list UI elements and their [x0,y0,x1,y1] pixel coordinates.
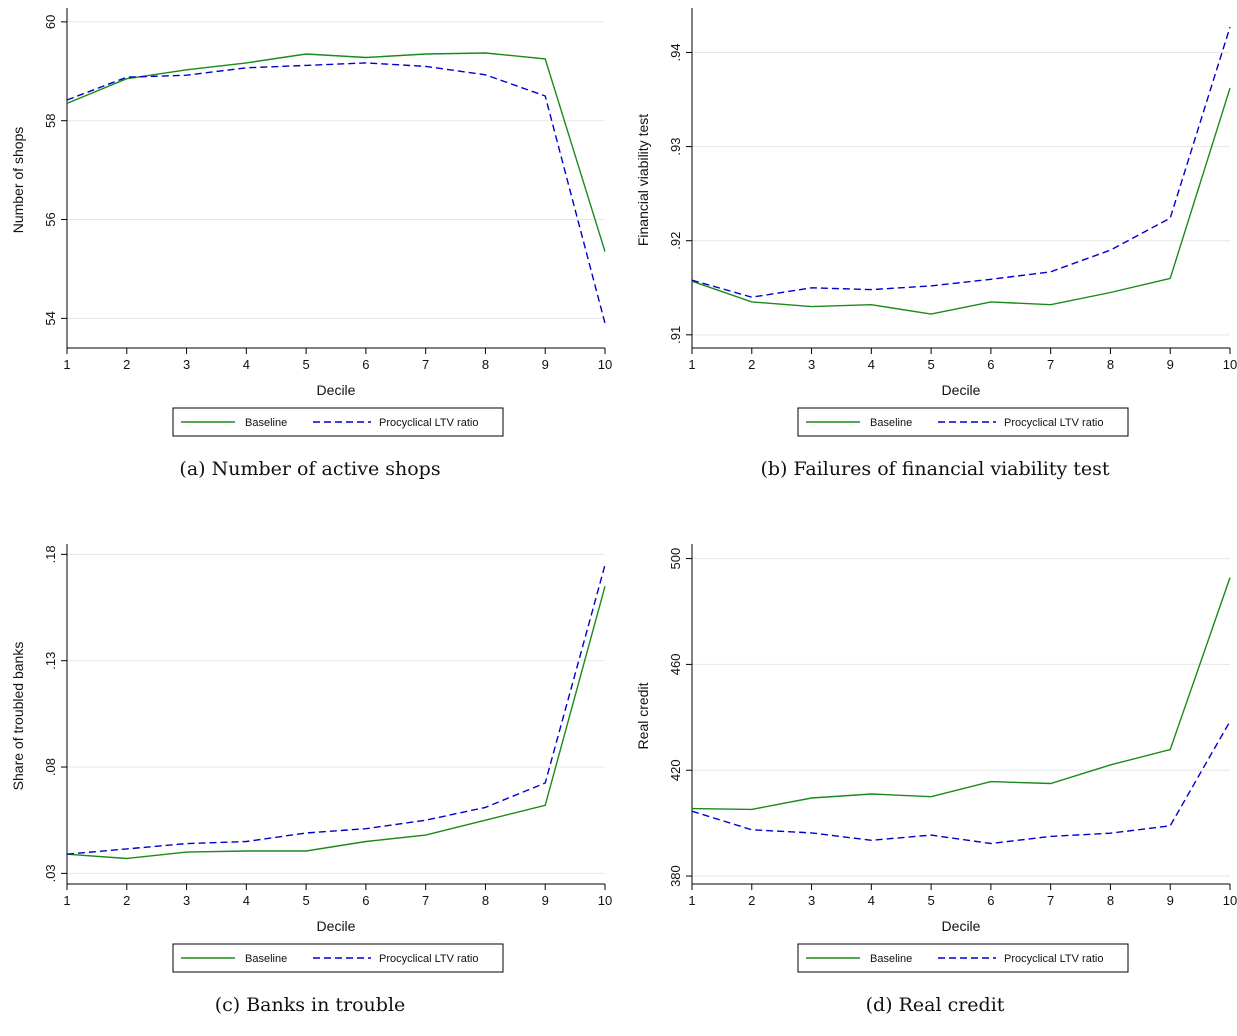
y-tick-label: 380 [668,865,683,887]
x-tick-label: 2 [123,893,130,908]
x-tick-label: 7 [1047,893,1054,908]
x-tick-label: 9 [542,357,549,372]
x-tick-label: 4 [868,893,875,908]
legend: Baseline Procyclical LTV ratio [172,943,504,973]
panel-banks-in-trouble: .03 .08 .13 .18 1 2 3 4 5 6 7 8 9 10 Decile Share of tr… [5,536,615,1036]
y-tick-label: 60 [43,15,58,29]
x-tick-label: 6 [362,893,369,908]
x-tick-label: 8 [482,357,489,372]
series-line-procyclical-ltv [66,564,606,855]
legend-label-procyclical-ltv: Procyclical LTV ratio [1004,417,1103,429]
x-axis-title: Decile [942,918,981,934]
y-axis-title: Share of troubled banks [10,642,26,791]
x-tick-label: 6 [987,357,994,372]
chart-financial-viability-failures: .91 .92 .93 .94 1 2 3 4 5 6 7 8 9 10 Decile Financial v… [635,8,1237,437]
legend-label-procyclical-ltv: Procyclical LTV ratio [1004,953,1103,965]
x-tick-label: 4 [243,893,250,908]
y-tick-label: 58 [43,113,58,127]
series-line-baseline [691,87,1231,315]
y-tick-label: 500 [668,548,683,570]
caption-b: (b) Failures of financial viability test [760,458,1110,480]
x-tick-label: 5 [302,357,309,372]
x-tick-label: 2 [748,893,755,908]
y-tick-label: .08 [43,758,58,776]
x-tick-label: 1 [688,893,695,908]
x-tick-label: 7 [422,893,429,908]
caption-a: (a) Number of active shops [179,458,441,480]
x-tick-label: 7 [422,357,429,372]
x-tick-label: 7 [1047,357,1054,372]
y-axis-title: Financial viability test [635,114,651,246]
series-line-procyclical-ltv [691,26,1231,298]
y-tick-label: .93 [668,138,683,156]
x-tick-label: 1 [63,893,70,908]
x-tick-label: 8 [1107,893,1114,908]
series-line-baseline [691,577,1231,811]
legend: Baseline Procyclical LTV ratio [797,407,1129,437]
legend-label-baseline: Baseline [245,953,287,965]
x-tick-label: 2 [123,357,130,372]
x-axis-title: Decile [317,382,356,398]
y-tick-label: .94 [668,43,683,61]
x-tick-label: 8 [482,893,489,908]
caption-c: (c) Banks in trouble [214,994,406,1016]
panel-real-credit: 380 420 460 500 1 2 3 4 5 6 7 8 9 10 Decile Real credit… [630,536,1237,1036]
series-line-procyclical-ltv [691,720,1231,845]
x-tick-label: 10 [1223,893,1237,908]
x-tick-label: 10 [598,893,612,908]
x-axis-title: Decile [317,918,356,934]
y-axis-title: Number of shops [10,127,26,234]
x-tick-label: 3 [183,893,190,908]
x-tick-label: 9 [542,893,549,908]
y-axis-title: Real credit [635,682,651,749]
legend-label-baseline: Baseline [870,953,912,965]
legend-label-baseline: Baseline [245,417,287,429]
x-tick-label: 10 [1223,357,1237,372]
chart-real-credit: 380 420 460 500 1 2 3 4 5 6 7 8 9 10 Decile Real credit… [635,544,1237,973]
x-tick-label: 6 [362,357,369,372]
legend: Baseline Procyclical LTV ratio [172,407,504,437]
y-tick-label: 56 [43,212,58,226]
y-tick-label: .03 [43,864,58,882]
legend-label-procyclical-ltv: Procyclical LTV ratio [379,417,478,429]
legend-label-baseline: Baseline [870,417,912,429]
series-line-baseline [66,586,606,860]
y-tick-label: .13 [43,652,58,670]
x-tick-label: 10 [598,357,612,372]
x-axis-title: Decile [942,382,981,398]
y-tick-label: .92 [668,232,683,250]
caption-d: (d) Real credit [865,994,1005,1016]
x-tick-label: 2 [748,357,755,372]
legend: Baseline Procyclical LTV ratio [797,943,1129,973]
x-tick-label: 5 [927,893,934,908]
x-tick-label: 5 [302,893,309,908]
chart-banks-in-trouble: .03 .08 .13 .18 1 2 3 4 5 6 7 8 9 10 Decile Share of tr… [10,544,612,973]
x-tick-label: 5 [927,357,934,372]
x-tick-label: 9 [1167,893,1174,908]
x-tick-label: 9 [1167,357,1174,372]
legend-label-procyclical-ltv: Procyclical LTV ratio [379,953,478,965]
x-tick-label: 1 [688,357,695,372]
y-tick-label: .18 [43,545,58,563]
x-tick-label: 3 [808,357,815,372]
y-tick-label: .91 [668,326,683,344]
y-tick-label: 420 [668,759,683,781]
x-tick-label: 8 [1107,357,1114,372]
series-line-baseline [66,52,606,252]
y-tick-label: 460 [668,654,683,676]
x-tick-label: 6 [987,893,994,908]
panel-number-of-active-shops: 54 56 58 60 1 2 3 4 5 6 7 8 9 10 Decile Number of shops… [5,0,615,500]
x-tick-label: 3 [808,893,815,908]
x-tick-label: 4 [868,357,875,372]
x-tick-label: 1 [63,357,70,372]
series-line-procyclical-ltv [66,62,606,324]
y-tick-label: 54 [43,311,58,325]
x-tick-label: 3 [183,357,190,372]
panel-financial-viability-failures: .91 .92 .93 .94 1 2 3 4 5 6 7 8 9 10 Decile Financial v… [630,0,1237,500]
x-tick-label: 4 [243,357,250,372]
